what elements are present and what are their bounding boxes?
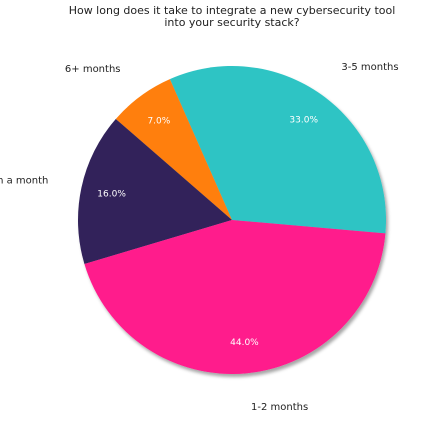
slice-label: 6+ months: [65, 64, 121, 75]
value-label: 33.0%: [289, 115, 318, 125]
value-label: 7.0%: [147, 116, 170, 126]
pie-slice: [84, 220, 386, 374]
chart-title: How long does it take to integrate a new…: [69, 4, 396, 17]
value-label: 44.0%: [230, 338, 259, 348]
pie: [78, 65, 386, 374]
pie-slice: [115, 79, 232, 220]
pie-slice: [169, 65, 386, 234]
pie-slice: [78, 118, 232, 264]
chart-title: into your security stack?: [164, 16, 299, 29]
slice-label: Less than a month: [0, 175, 48, 186]
slice-label: 1-2 months: [251, 402, 308, 413]
slice-label: 3-5 months: [341, 62, 398, 73]
value-label: 16.0%: [97, 189, 126, 199]
